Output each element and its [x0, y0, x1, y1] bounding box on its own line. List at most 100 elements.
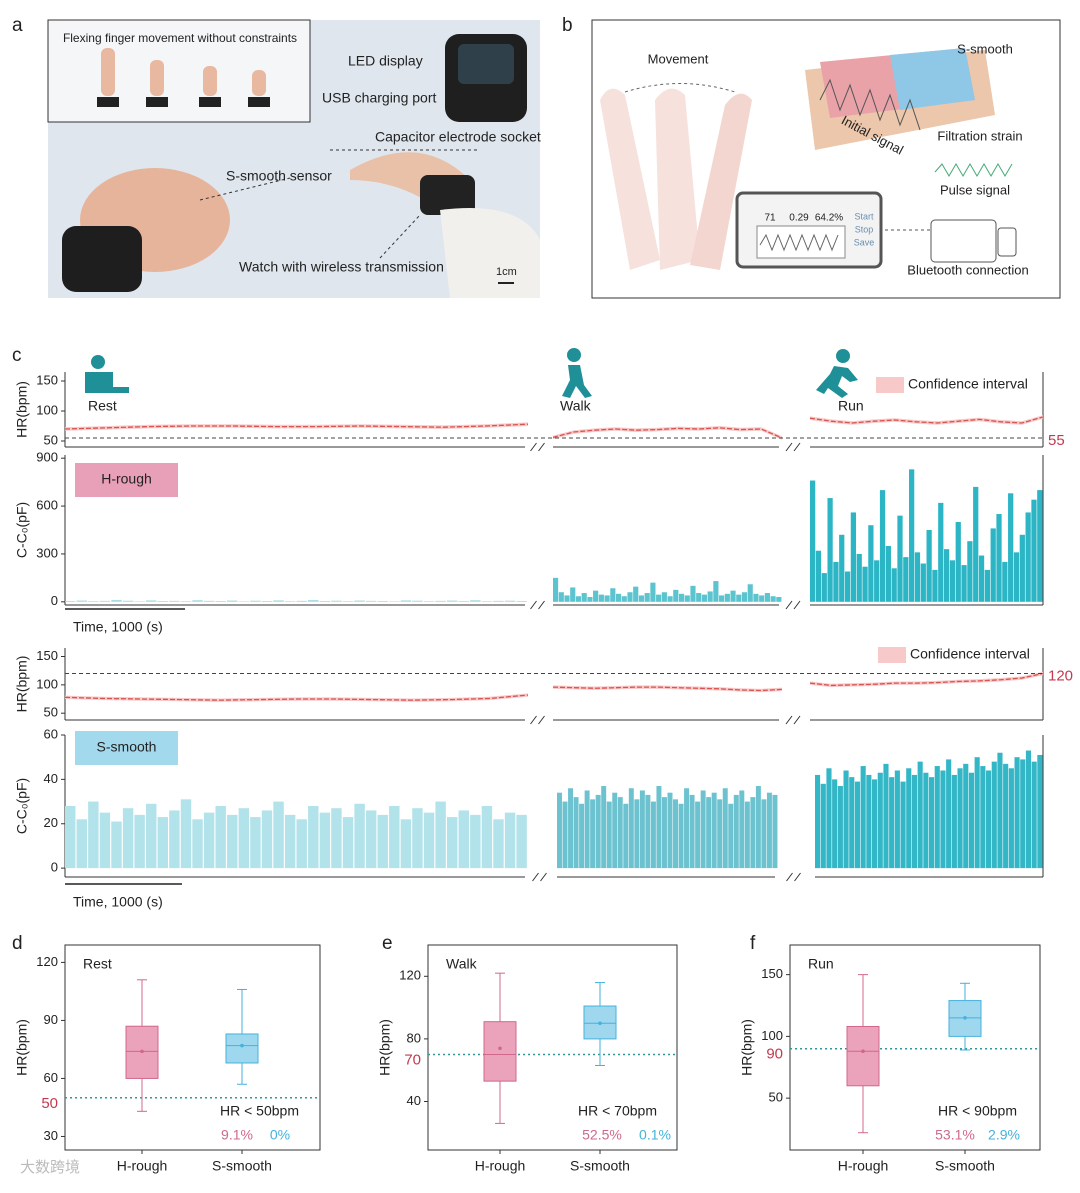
- signal-bar: [832, 779, 838, 869]
- signal-bar: [938, 502, 944, 602]
- activity-label: Walk: [560, 398, 592, 414]
- signal-bar: [1003, 763, 1009, 869]
- signal-bar: [1008, 493, 1014, 602]
- signal-bar: [713, 581, 719, 602]
- signal-bar: [1002, 561, 1008, 602]
- signal-bar: [644, 593, 650, 602]
- signal-bar: [753, 593, 759, 602]
- hr-line: [64, 423, 529, 430]
- signal-bar: [849, 777, 855, 869]
- axis-break: [530, 442, 545, 452]
- signal-bar: [678, 593, 685, 602]
- signal-bar: [673, 589, 679, 602]
- signal-bar: [1019, 534, 1025, 602]
- signal-bar: [911, 774, 918, 869]
- hr-line: [552, 686, 783, 692]
- inset-caption: Flexing finger movement without constrai…: [63, 31, 297, 45]
- label: Bluetooth connection: [907, 262, 1028, 277]
- box: [483, 1021, 517, 1082]
- y-tick-label: 100: [36, 402, 58, 417]
- signal-bar: [827, 498, 833, 602]
- signal-bar: [493, 600, 504, 602]
- signal-bar: [365, 600, 377, 602]
- y-tick-label: 0: [51, 593, 58, 608]
- signal-bar: [203, 812, 215, 869]
- y-tick-label: 40: [407, 1093, 421, 1108]
- signal-bar: [820, 783, 826, 869]
- signal-bar: [719, 595, 725, 602]
- axis-break: [785, 442, 801, 452]
- signal-bar: [606, 801, 612, 869]
- signal-bar: [761, 799, 767, 869]
- confidence-band: [553, 685, 782, 693]
- signal-bar: [568, 788, 574, 869]
- signal-bar: [656, 786, 662, 869]
- signal-bar: [963, 763, 969, 869]
- panel-letter: e: [382, 933, 393, 954]
- signal-bar: [169, 600, 180, 602]
- y-tick-label: 0: [51, 860, 58, 875]
- signal-bar: [689, 794, 695, 869]
- signal-bar: [250, 600, 261, 602]
- signal-bar: [203, 600, 215, 602]
- signal-bar: [412, 808, 423, 869]
- signal-bar: [973, 486, 979, 602]
- signal-bar: [1031, 761, 1037, 869]
- percent-label: 0.1%: [639, 1127, 671, 1143]
- panel-title: Walk: [446, 956, 478, 972]
- signal-bar: [1031, 499, 1037, 602]
- signal-bar: [111, 599, 122, 602]
- signal-bar: [986, 770, 992, 869]
- signal-bar: [957, 768, 963, 869]
- annotation: HR < 70bpm: [578, 1103, 657, 1119]
- signal-bar: [856, 553, 862, 602]
- signal-bar: [146, 600, 157, 602]
- signal-bar: [747, 584, 753, 602]
- signal-bar: [1008, 768, 1014, 869]
- signal-bar: [377, 814, 388, 869]
- y-axis-label: HR(bpm): [14, 381, 30, 438]
- signal-bar: [872, 779, 878, 869]
- annotation: HR < 90bpm: [938, 1103, 1017, 1119]
- signal-bar: [389, 806, 400, 869]
- signal-bar: [238, 808, 250, 869]
- signal-bar: [215, 601, 226, 602]
- signal-bar: [400, 600, 412, 602]
- signal-bar: [844, 571, 851, 602]
- mean: [963, 1016, 967, 1020]
- threshold-label: 50: [41, 1095, 58, 1112]
- panel-a-photo: [47, 19, 540, 298]
- signal-bar: [967, 541, 973, 602]
- signal-bar: [504, 812, 516, 869]
- signal-bar: [564, 595, 570, 602]
- signal-bar: [180, 601, 192, 602]
- signal-bar: [990, 528, 996, 602]
- signal-bar: [400, 819, 412, 869]
- plot-frame: [427, 944, 678, 1151]
- signal-bar: [923, 772, 929, 869]
- percent-label: 0%: [270, 1127, 290, 1143]
- signal-bar: [365, 810, 377, 869]
- signal-bar: [690, 585, 696, 602]
- y-axis-label: HR(bpm): [377, 1019, 393, 1076]
- signal-bar: [650, 801, 656, 869]
- signal-bar: [764, 593, 770, 602]
- signal-bar: [815, 774, 821, 869]
- activity-icons: [85, 348, 858, 398]
- time-scale-label: Time, 1000 (s): [73, 619, 163, 635]
- signal-bar: [319, 812, 331, 869]
- signal-bar: [601, 786, 607, 869]
- screen-value: 0.29: [789, 213, 809, 224]
- legend-label: Confidence interval: [908, 376, 1028, 392]
- screen-button: Stop: [855, 224, 874, 234]
- signal-bar: [227, 600, 238, 602]
- hr-line: [809, 416, 1044, 424]
- mean: [140, 1049, 144, 1054]
- signal-bar: [595, 794, 601, 869]
- signal-bar: [810, 480, 816, 602]
- signal-bar: [88, 801, 99, 869]
- signal-bar: [587, 597, 593, 602]
- mean: [598, 1021, 602, 1026]
- signal-bar: [978, 555, 985, 602]
- label: Filtration strain: [937, 128, 1022, 143]
